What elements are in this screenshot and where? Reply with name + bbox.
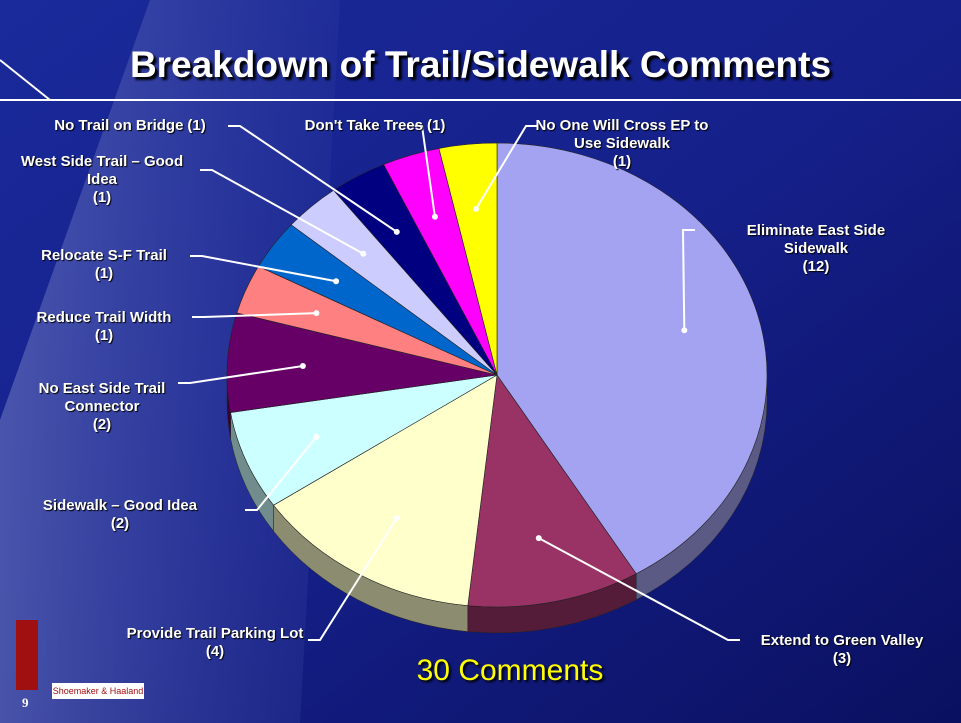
slice-label: Provide Trail Parking Lot (4)	[120, 625, 310, 661]
leader-dot	[393, 515, 400, 522]
category-label: Eliminate East Side Sidewalk	[746, 222, 886, 257]
slice-label: West Side Trail – Good Idea (1)	[7, 153, 197, 207]
slice	[467, 374, 637, 608]
leader-dot	[472, 205, 479, 212]
slice-label: No One Will Cross EP to Use Sidewalk (1)	[527, 117, 717, 171]
category-label: No Trail on Bridge	[54, 117, 184, 134]
slice-label: Eliminate East Side Sidewalk (12)	[721, 222, 911, 276]
leader-line	[190, 255, 337, 283]
leader-line	[538, 537, 740, 641]
slice-label: Don't Take Trees (1)	[265, 117, 485, 135]
logo-mark	[16, 620, 38, 690]
category-label: Provide Trail Parking Lot	[126, 625, 304, 642]
pie	[178, 125, 768, 641]
value-label: (4)	[205, 643, 225, 660]
leader-line	[410, 125, 436, 217]
value-label: (2)	[92, 416, 112, 433]
value-label: (1)	[94, 265, 114, 282]
slice-label: Relocate S-F Trail (1)	[9, 247, 199, 283]
category-label: West Side Trail – Good Idea	[20, 153, 184, 188]
road	[0, 0, 340, 723]
value-label: (12)	[802, 258, 830, 275]
category-label: No One Will Cross EP to Use Sidewalk	[535, 117, 709, 152]
chart-title: Breakdown of Trail/Sidewalk Comments	[129, 44, 832, 85]
logo: Shoemaker & Haaland	[52, 683, 144, 699]
leader-line	[178, 364, 304, 384]
leader-dot	[431, 213, 438, 220]
slice	[438, 142, 498, 376]
leader-dot	[313, 433, 320, 440]
slice	[226, 312, 498, 413]
value-label: (1)	[427, 117, 446, 134]
slide-number: 9	[22, 695, 29, 710]
slice	[230, 374, 498, 506]
slice-label: Sidewalk – Good Idea (2)	[25, 497, 215, 533]
category-label: No East Side Trail Connector	[38, 380, 166, 415]
leader-line	[245, 436, 318, 511]
value-label: (1)	[612, 153, 632, 170]
category-label: Extend to Green Valley	[760, 632, 924, 649]
slice-label: No East Side Trail Connector (2)	[7, 380, 197, 434]
leader-line	[228, 125, 398, 233]
value-label: (1)	[92, 189, 112, 206]
leader-line	[200, 169, 364, 255]
leader-line	[475, 125, 538, 210]
slice-label: Reduce Trail Width (1)	[9, 309, 199, 345]
leader-dot	[299, 362, 306, 369]
slice	[273, 374, 498, 606]
leader-dot	[333, 278, 340, 285]
leader-line	[308, 517, 398, 641]
category-label: Sidewalk – Good Idea	[42, 497, 198, 514]
leader-line	[192, 312, 317, 318]
value-label: (1)	[94, 327, 114, 344]
category-label: Reduce Trail Width	[36, 309, 172, 326]
leader-dot	[681, 327, 688, 334]
value-label: (1)	[187, 117, 206, 134]
slice	[496, 142, 768, 575]
leader-dot	[535, 535, 542, 542]
annotation: 30 Comments	[416, 654, 604, 687]
category-label: Relocate S-F Trail	[41, 247, 167, 264]
value-label: (3)	[832, 650, 852, 667]
slice-label: No Trail on Bridge (1)	[20, 117, 240, 135]
leader-dot	[360, 250, 367, 257]
value-label: (2)	[110, 515, 130, 532]
leader-dot	[393, 228, 400, 235]
category-label: Don't Take Trees	[304, 117, 423, 134]
slice-label: Extend to Green Valley (3)	[747, 632, 937, 668]
leader-line	[681, 229, 695, 331]
leader-dot	[313, 310, 320, 317]
corner-line	[0, 59, 51, 101]
